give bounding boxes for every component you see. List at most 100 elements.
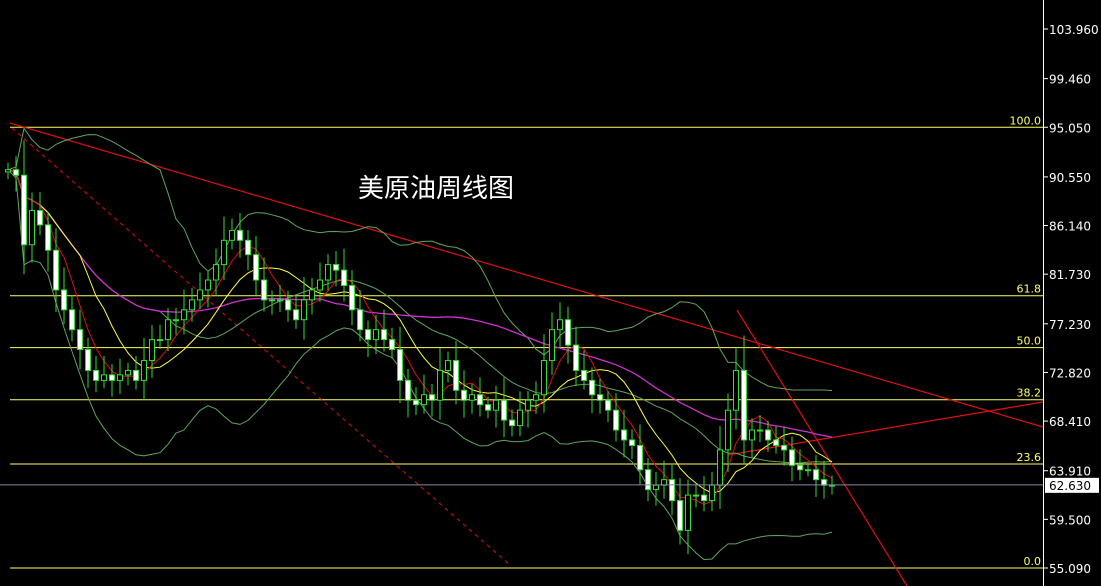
candle-body [333, 264, 339, 271]
candle-body [445, 360, 451, 371]
candle-body [293, 309, 299, 321]
candle [349, 270, 355, 326]
candle [189, 288, 195, 322]
candle [525, 391, 531, 428]
candle [373, 315, 379, 355]
dashed-channel-line [11, 127, 511, 566]
candle [597, 378, 603, 414]
candle [517, 391, 523, 437]
candle-body [165, 319, 171, 341]
candle [293, 295, 299, 329]
candle-body [437, 369, 443, 401]
candle-body [669, 479, 675, 502]
candle [213, 248, 219, 297]
candle [389, 327, 395, 359]
candle [765, 420, 771, 452]
candle-body [93, 369, 99, 381]
candle [509, 409, 515, 437]
candle-body [237, 229, 243, 241]
candle-body [757, 429, 763, 432]
candle [661, 460, 667, 499]
candle-body [253, 254, 259, 281]
candle [157, 324, 163, 349]
candle [709, 471, 715, 512]
candle [285, 290, 291, 322]
candle-body [101, 374, 107, 381]
candle-body [701, 494, 707, 502]
candle-body [301, 299, 307, 321]
candle [621, 409, 627, 458]
candle-body [717, 449, 723, 486]
candle [669, 465, 675, 516]
candle-body [181, 309, 187, 321]
fib-level-label: 100.0 [1010, 114, 1042, 127]
candle-body [69, 309, 75, 331]
candle [229, 218, 235, 250]
candle [301, 277, 307, 340]
candle-body [693, 494, 699, 497]
candle [93, 355, 99, 393]
candle-body [773, 439, 779, 446]
candle [317, 262, 323, 302]
candle-body [533, 394, 539, 401]
candle [5, 162, 11, 180]
candle [341, 248, 347, 302]
price-axis: 103.960 99.460 95.050 90.550 86.140 81.730 77.… [1043, 23, 1099, 576]
candle-body [645, 469, 651, 491]
candle [493, 385, 499, 428]
candle-body [365, 329, 371, 341]
candle [21, 140, 27, 275]
candle-body [685, 494, 691, 531]
candle [253, 236, 259, 296]
candle [557, 302, 563, 348]
fib-level-label: 0.0 [1024, 555, 1042, 568]
candle-body [749, 429, 755, 441]
ma-mid-line [7, 169, 833, 494]
candle-body [341, 269, 347, 287]
candle-body [805, 469, 811, 472]
candle [245, 230, 251, 271]
candle [149, 324, 155, 378]
candle [205, 270, 211, 308]
rising-trend-line [727, 401, 1044, 456]
candle-body [765, 429, 771, 441]
candle [437, 348, 443, 420]
candle-body [517, 409, 523, 427]
candle-body [501, 399, 507, 421]
candle [357, 289, 363, 342]
candle [237, 213, 243, 258]
candle [581, 350, 587, 390]
candle [429, 383, 435, 417]
candle [173, 307, 179, 335]
candle [101, 355, 107, 389]
candle [701, 476, 707, 512]
candle [117, 358, 123, 394]
candle-body [397, 349, 403, 381]
candle-body [605, 399, 611, 411]
candle-body [37, 210, 43, 226]
candle-body [285, 299, 291, 311]
candle-body [309, 289, 315, 301]
candle [797, 449, 803, 481]
candle [165, 308, 171, 352]
candle [645, 458, 651, 502]
candle-body [797, 464, 803, 471]
candle-body [213, 264, 219, 281]
ma-short-line [7, 169, 833, 505]
candle-body [541, 360, 547, 396]
candle [45, 211, 51, 272]
candle [261, 257, 267, 312]
candle-body [453, 360, 459, 391]
ma-long-line [7, 169, 833, 438]
candle-body [229, 229, 235, 241]
candle [613, 393, 619, 442]
candle [485, 396, 491, 419]
candle [61, 267, 67, 325]
trend-lines [9, 122, 1044, 586]
current-price-tag: 62.630 [1045, 477, 1099, 493]
candle [717, 426, 723, 509]
bollinger-upper-band [7, 127, 833, 392]
candle [749, 418, 755, 458]
candle-body [21, 174, 27, 246]
candle-body [381, 329, 387, 341]
